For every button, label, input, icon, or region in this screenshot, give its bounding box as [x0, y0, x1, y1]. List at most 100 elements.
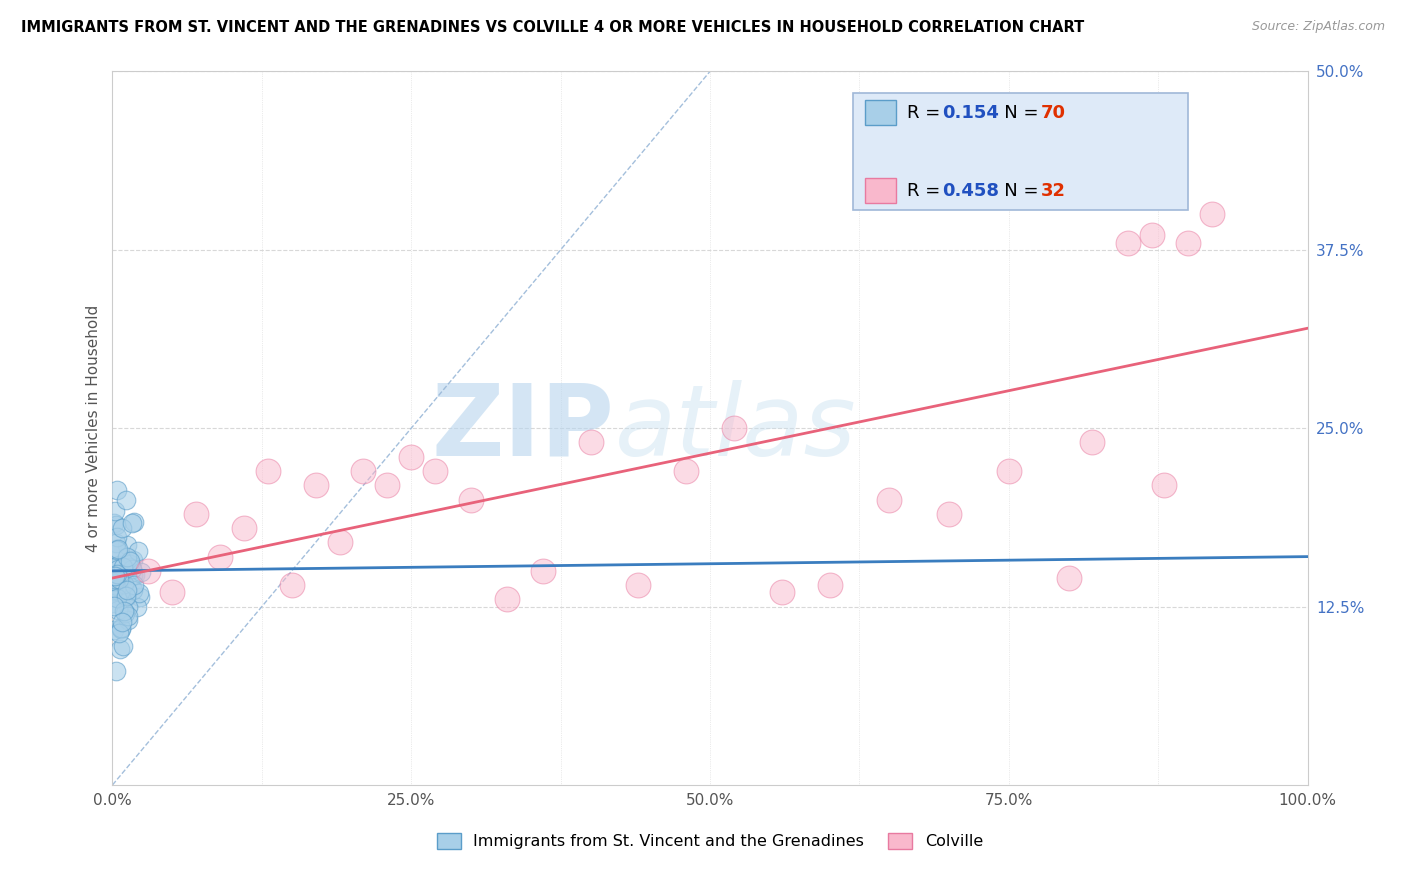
- Point: [105, 567, 128, 582]
- Point: [104, 518, 127, 533]
- Point: [401, 450, 423, 464]
- Point: [104, 536, 127, 550]
- Point: [117, 550, 139, 565]
- Point: [460, 492, 482, 507]
- Point: [105, 559, 128, 574]
- Point: [103, 569, 125, 583]
- Point: [103, 516, 125, 530]
- Point: [114, 492, 136, 507]
- Point: [118, 560, 141, 574]
- Point: [1057, 571, 1080, 585]
- Point: [111, 615, 134, 629]
- Point: [127, 544, 149, 558]
- Text: R =: R =: [907, 104, 946, 122]
- Point: [108, 567, 131, 582]
- Point: [353, 464, 375, 478]
- Point: [675, 464, 697, 478]
- Point: [531, 564, 554, 578]
- Point: [138, 564, 160, 578]
- Point: [114, 590, 136, 604]
- Point: [818, 578, 841, 592]
- Point: [107, 530, 129, 544]
- Point: [121, 516, 143, 530]
- Point: [104, 541, 127, 556]
- Point: [112, 576, 135, 591]
- Point: [104, 504, 127, 518]
- Point: [998, 464, 1021, 478]
- Point: [108, 626, 131, 640]
- Point: [110, 621, 132, 635]
- Text: 70: 70: [1040, 104, 1066, 122]
- Point: [118, 557, 141, 571]
- Legend: Immigrants from St. Vincent and the Grenadines, Colville: Immigrants from St. Vincent and the Gren…: [430, 826, 990, 855]
- Point: [627, 578, 650, 592]
- Point: [105, 542, 128, 557]
- Point: [111, 521, 134, 535]
- Point: [112, 604, 135, 618]
- Point: [122, 582, 145, 597]
- Point: [110, 589, 132, 603]
- Point: [117, 613, 139, 627]
- Point: [233, 521, 256, 535]
- Point: [118, 554, 141, 568]
- Point: [105, 579, 128, 593]
- Text: N =: N =: [987, 182, 1045, 200]
- Point: [121, 562, 143, 576]
- Text: ZIP: ZIP: [432, 380, 614, 476]
- Point: [496, 592, 519, 607]
- Point: [305, 478, 328, 492]
- Point: [110, 571, 132, 585]
- Point: [110, 642, 132, 657]
- Point: [1142, 228, 1164, 243]
- Point: [112, 582, 135, 596]
- Point: [122, 578, 145, 592]
- Point: [104, 665, 127, 679]
- Text: N =: N =: [987, 104, 1045, 122]
- Point: [329, 535, 352, 549]
- Point: [1081, 435, 1104, 450]
- Point: [105, 483, 128, 497]
- Text: 0.154: 0.154: [942, 104, 998, 122]
- Point: [1201, 207, 1223, 221]
- Point: [879, 492, 901, 507]
- Point: [723, 421, 745, 435]
- Point: [186, 507, 208, 521]
- Point: [770, 585, 793, 599]
- Point: [579, 435, 602, 450]
- Point: [112, 640, 135, 654]
- Point: [117, 599, 139, 614]
- Point: [129, 565, 152, 579]
- Point: [1118, 235, 1140, 250]
- Point: [115, 582, 138, 597]
- Point: [107, 603, 129, 617]
- Point: [281, 578, 304, 592]
- Point: [162, 585, 183, 599]
- Point: [111, 560, 134, 574]
- Point: [107, 562, 129, 576]
- Text: 32: 32: [1040, 182, 1066, 200]
- Point: [103, 599, 125, 613]
- Point: [938, 507, 960, 521]
- Point: [111, 572, 134, 586]
- Point: [105, 591, 128, 606]
- Point: [104, 572, 127, 586]
- Point: [108, 579, 131, 593]
- Point: [115, 589, 138, 603]
- Point: [124, 515, 146, 529]
- Text: IMMIGRANTS FROM ST. VINCENT AND THE GRENADINES VS COLVILLE 4 OR MORE VEHICLES IN: IMMIGRANTS FROM ST. VINCENT AND THE GREN…: [21, 20, 1084, 35]
- Point: [1177, 235, 1199, 250]
- Point: [108, 558, 131, 573]
- Point: [1153, 478, 1175, 492]
- Point: [209, 549, 232, 564]
- Point: [108, 558, 131, 573]
- Text: 0.458: 0.458: [942, 182, 1000, 200]
- Point: [110, 622, 132, 636]
- Y-axis label: 4 or more Vehicles in Household: 4 or more Vehicles in Household: [86, 304, 101, 552]
- Point: [129, 590, 152, 604]
- Point: [127, 599, 149, 614]
- Point: [104, 568, 127, 582]
- Text: Source: ZipAtlas.com: Source: ZipAtlas.com: [1251, 20, 1385, 33]
- Point: [121, 552, 143, 566]
- Point: [115, 538, 138, 552]
- Point: [117, 608, 139, 623]
